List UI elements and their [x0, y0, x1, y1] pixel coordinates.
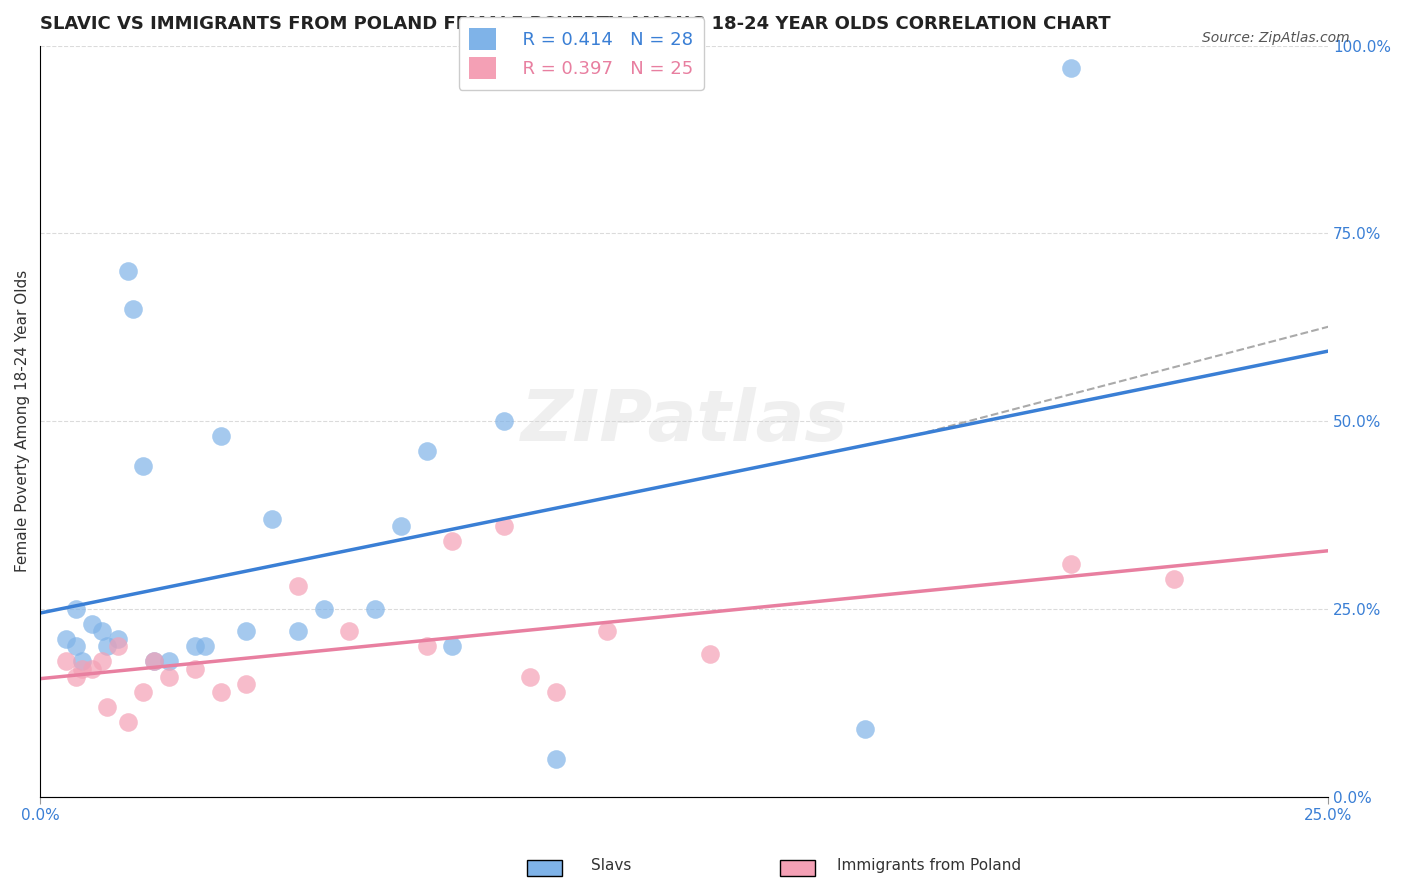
Point — [107, 632, 129, 646]
Point — [157, 669, 180, 683]
Point — [184, 662, 207, 676]
Point — [194, 640, 217, 654]
Point — [55, 632, 77, 646]
Text: Slavs: Slavs — [592, 858, 631, 872]
Point — [235, 624, 257, 639]
Text: Immigrants from Poland: Immigrants from Poland — [837, 858, 1021, 872]
Point — [441, 640, 464, 654]
Point — [96, 699, 118, 714]
Point — [492, 519, 515, 533]
Point — [287, 624, 309, 639]
Point — [70, 662, 93, 676]
Point — [80, 662, 103, 676]
Point — [70, 655, 93, 669]
Point — [235, 677, 257, 691]
Point — [1059, 61, 1081, 75]
Point — [184, 640, 207, 654]
Point — [65, 640, 87, 654]
Point — [80, 616, 103, 631]
Point — [596, 624, 619, 639]
Text: Source: ZipAtlas.com: Source: ZipAtlas.com — [1202, 31, 1350, 45]
Point — [416, 640, 439, 654]
Text: ZIPatlas: ZIPatlas — [520, 386, 848, 456]
Point — [209, 684, 232, 698]
Point — [1163, 572, 1185, 586]
Point — [544, 684, 567, 698]
Point — [157, 655, 180, 669]
Y-axis label: Female Poverty Among 18-24 Year Olds: Female Poverty Among 18-24 Year Olds — [15, 270, 30, 573]
Point — [853, 722, 876, 736]
Point — [441, 534, 464, 549]
Point — [209, 429, 232, 443]
Point — [117, 264, 139, 278]
Point — [312, 602, 335, 616]
Point — [91, 655, 114, 669]
Point — [117, 714, 139, 729]
Point — [416, 444, 439, 458]
Point — [142, 655, 165, 669]
Point — [96, 640, 118, 654]
Point — [65, 669, 87, 683]
Point — [132, 459, 155, 474]
Point — [519, 669, 541, 683]
Point — [544, 752, 567, 766]
Point — [122, 301, 145, 316]
Point — [287, 579, 309, 593]
Point — [339, 624, 361, 639]
Point — [91, 624, 114, 639]
Point — [55, 655, 77, 669]
Point — [142, 655, 165, 669]
Point — [132, 684, 155, 698]
Point — [107, 640, 129, 654]
Point — [492, 414, 515, 428]
Point — [389, 519, 412, 533]
Point — [699, 647, 721, 661]
Point — [65, 602, 87, 616]
Point — [262, 512, 284, 526]
Point — [1059, 557, 1081, 571]
Text: SLAVIC VS IMMIGRANTS FROM POLAND FEMALE POVERTY AMONG 18-24 YEAR OLDS CORRELATIO: SLAVIC VS IMMIGRANTS FROM POLAND FEMALE … — [41, 15, 1111, 33]
Legend:   R = 0.414   N = 28,   R = 0.397   N = 25: R = 0.414 N = 28, R = 0.397 N = 25 — [458, 17, 704, 90]
Point — [364, 602, 387, 616]
